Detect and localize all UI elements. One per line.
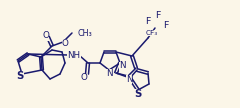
Text: N: N: [119, 61, 125, 71]
Text: NH: NH: [67, 51, 81, 60]
Text: S: S: [134, 89, 142, 99]
Text: F: F: [163, 21, 169, 29]
Text: O: O: [62, 38, 68, 48]
Text: F: F: [155, 11, 161, 21]
Text: O: O: [81, 74, 87, 83]
Text: S: S: [16, 71, 24, 81]
Text: O: O: [42, 32, 49, 40]
Text: F: F: [145, 17, 151, 26]
Text: CH₃: CH₃: [77, 29, 92, 37]
Text: N: N: [126, 75, 132, 83]
Text: N: N: [106, 68, 112, 78]
Text: CF₃: CF₃: [146, 30, 158, 36]
